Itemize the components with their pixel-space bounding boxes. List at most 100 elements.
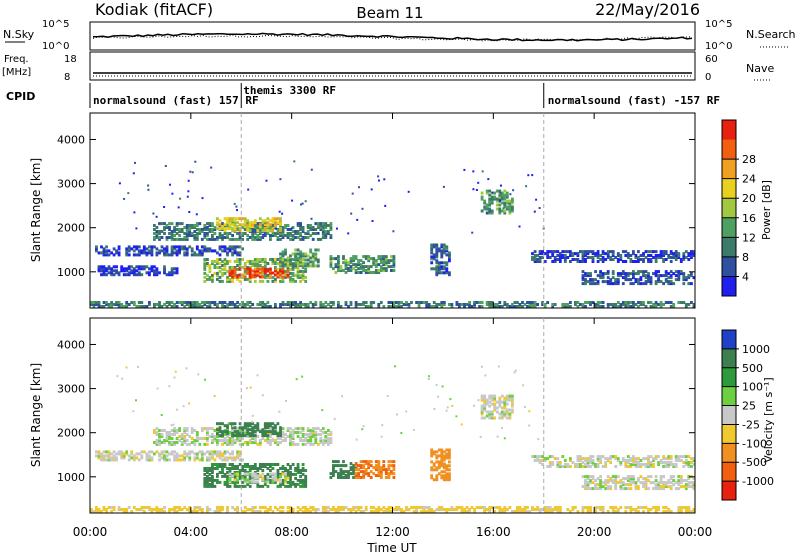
heatmap-cell [412,428,415,431]
heatmap-cell [253,264,257,267]
heatmap-cell [397,506,401,509]
heatmap-cell [221,303,224,306]
heatmap-cell [281,264,285,268]
colorbar-tick-label: 12 [742,231,756,244]
heatmap-cell [281,303,285,306]
heatmap-cell [304,232,308,235]
heatmap-cell [392,476,396,479]
heatmap-cell [488,396,492,400]
heatmap-cell [347,232,350,235]
heatmap-cell [236,474,239,478]
heatmap-cell [256,482,260,486]
heatmap-cell [473,303,476,306]
heatmap-cell [102,249,106,253]
heatmap-cell [281,480,285,484]
heatmap-cell [231,450,234,454]
heatmap-cell [233,273,237,277]
heatmap-cell [475,301,479,304]
heatmap-cell [616,260,620,263]
colorbar-tick-label: 25 [742,400,756,413]
heatmap-cell [682,465,686,468]
heatmap-cell [667,465,671,468]
heatmap-cell [445,409,448,412]
heatmap-cell [483,416,487,420]
heatmap-cell [329,224,333,227]
heatmap-cell [231,437,234,440]
heatmap-cell [289,480,292,484]
heatmap-cell [579,459,582,462]
heatmap-cell [284,484,287,488]
heatmap-cell [216,432,219,436]
heatmap-cell [362,472,366,476]
heatmap-cell [269,275,272,279]
heatmap-cell [226,234,229,237]
heatmap-cell [223,437,227,440]
heatmap-cell [210,166,213,169]
heatmap-cell [632,274,635,278]
heatmap-cell [158,222,161,226]
heatmap-cell [274,424,277,428]
heatmap-cell [649,280,653,284]
heatmap-cell [178,228,181,231]
heatmap-cell [107,271,111,275]
heatmap-cell [97,510,101,513]
heatmap-cell [679,477,683,481]
heatmap-cell [485,203,489,207]
heatmap-cell [479,435,482,438]
heatmap-cell [213,303,217,306]
heatmap-cell [309,234,313,237]
heatmap-cell [216,271,219,275]
heatmap-cell [483,404,487,408]
heatmap-cell [117,450,121,454]
heatmap-cell [248,439,252,442]
heatmap-cell [488,199,492,203]
heatmap-cell [140,450,144,454]
heatmap-cell [611,252,615,256]
heatmap-cell [511,398,514,402]
heatmap-cell [485,414,489,418]
heatmap-cell [274,480,277,484]
heatmap-cell [213,450,217,454]
heatmap-cell [253,260,257,263]
heatmap-cell [296,273,300,277]
heatmap-cell [115,269,118,273]
heatmap-cell [132,273,136,277]
heatmap-cell [402,510,406,513]
heatmap-cell [649,258,653,261]
heatmap-cell [659,250,663,254]
heatmap-cell [629,481,633,485]
heatmap-cell [253,269,257,273]
heatmap-cell [135,452,139,456]
heatmap-cell [357,468,360,472]
heatmap-cell [223,236,227,239]
heatmap-cell [281,275,285,279]
heatmap-cell [198,508,202,511]
heatmap-cell [243,217,247,221]
heatmap-cell [579,250,582,254]
heatmap-cell [561,250,565,254]
heatmap-cell [364,305,368,308]
heatmap-cell [153,429,156,432]
heatmap-cell [586,301,590,304]
heatmap-cell [102,273,106,277]
heatmap-cell [369,271,373,274]
heatmap-cell [684,305,688,308]
heatmap-cell [236,228,239,231]
heatmap-cell [619,272,623,276]
heatmap-cell [163,458,166,462]
heatmap-cell [158,508,161,511]
heatmap-cell [145,247,149,251]
heatmap-cell [337,508,340,511]
heatmap-cell [238,471,242,474]
heatmap-cell [258,301,262,304]
colorbar-tick-label: -100 [742,437,767,450]
heatmap-cell [203,484,207,488]
heatmap-cell [200,508,204,511]
heatmap-cell [223,301,227,304]
heatmap-cell [301,277,305,281]
heatmap-cell [271,271,275,275]
heatmap-cell [649,508,653,511]
heatmap-cell [251,437,255,440]
heatmap-cell [649,481,653,485]
heatmap-cell [206,427,209,431]
